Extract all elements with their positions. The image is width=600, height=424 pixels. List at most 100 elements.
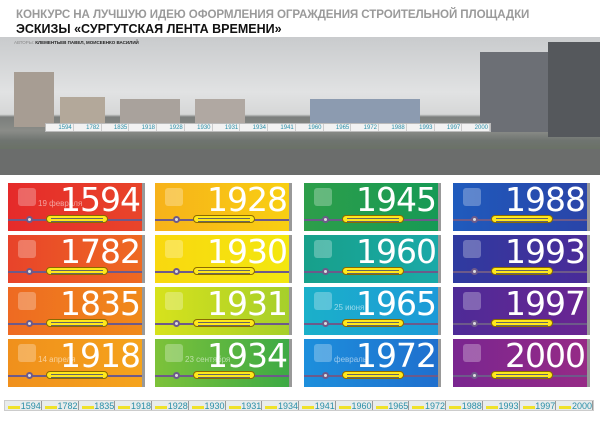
caption-mark [485,406,498,409]
fence-segment-1934: 1934 [240,124,268,131]
fence-segment-2000: 2000 [462,124,490,131]
timeline-dot [471,268,478,275]
caption-mark [191,406,204,409]
illustration-icon [165,240,183,258]
timeline-dot [173,216,180,223]
strip-segment-1997: 1997 [520,401,557,410]
competition-title: КОНКУРС НА ЛУЧШУЮ ИДЕЮ ОФОРМЛЕНИЯ ОГРАЖД… [16,8,530,21]
panel-year: 1993 [505,235,586,271]
authors: АВТОРЫ: КЛЕМЕНТЬЕВ ПАВЕЛ, МОИСЕЕНКО ВАСИ… [14,40,139,45]
panel-1782: 1782 [8,235,145,283]
illustration-icon [463,240,481,258]
caption-box [46,371,108,379]
panel-year: 1934 [207,339,288,375]
caption-box [491,215,553,223]
caption-mark [44,406,57,409]
caption-mark [449,406,461,409]
strip-segment-1960: 1960 [336,401,373,410]
fence-segment-1993: 1993 [406,124,435,131]
panel-year: 1965 [356,287,437,323]
caption-box [193,215,255,223]
panel-year: 1997 [505,287,586,323]
strip-segment-1993: 1993 [483,401,520,410]
caption-box [193,267,255,275]
illustration-icon [314,240,332,258]
panel-date: 19 февраля [38,199,83,208]
illustration-icon [18,292,36,310]
timeline-dot [322,372,329,379]
panel-1997: 1997 [453,287,590,335]
caption-mark [155,406,167,409]
timeline-strip: 1594 1782 1835 1918 1928 1930 1931 1934 1941 1960… [4,400,594,411]
road [0,149,600,175]
caption-mark [375,406,388,409]
panel-year: 1918 [60,339,141,375]
fence-preview: 1594 1782 1835 1918 1928 1930 1931 1934 1941 1960… [45,123,491,132]
panel-year: 1931 [207,287,288,323]
panel-1972: февраль 1972 [304,339,441,387]
illustration-icon [165,188,183,206]
panel-1835: 1835 [8,287,145,335]
timeline-dot [322,268,329,275]
caption-box [491,319,553,327]
strip-segment-1782: 1782 [42,401,79,410]
caption-box [491,371,553,379]
illustration-icon [463,188,481,206]
panel-1594: 19 февраля 1594 [8,183,145,231]
site-photo: 1594 1782 1835 1918 1928 1930 1931 1934 1941 1960… [0,37,600,175]
panel-1988: 1988 [453,183,590,231]
caption-box [491,267,553,275]
panel-year: 1988 [505,183,586,219]
caption-box [342,267,404,275]
caption-box [342,215,404,223]
fence-segment-1835: 1835 [101,124,130,131]
panel-date: 23 сентября [185,355,231,364]
caption-mark [338,406,351,409]
illustration-icon [463,344,481,362]
panel-year: 2000 [505,339,586,375]
timeline-dot [26,372,33,379]
panel-year: 1594 [60,183,141,219]
caption-box [193,319,255,327]
fence-segment-1965: 1965 [323,124,352,131]
panel-1918: 14 апреля 1918 [8,339,145,387]
timeline-dot [173,372,180,379]
strip-segment-1934: 1934 [262,401,299,410]
illustration-icon [165,292,183,310]
strip-segment-1928: 1928 [152,401,189,410]
caption-box [193,371,255,379]
timeline-dot [26,268,33,275]
timeline-dot [26,320,33,327]
fence-segment-1931: 1931 [212,124,241,131]
panel-1931: 1931 [155,287,292,335]
fence-segment-1988: 1988 [379,124,407,131]
panel-2000: 2000 [453,339,590,387]
panel-year: 1945 [356,183,437,219]
strip-segment-2000: 2000 [556,401,593,410]
panel-year: 1972 [356,339,437,375]
timeline-dot [471,372,478,379]
panel-1965: 25 июня 1965 [304,287,441,335]
strip-segment-1988: 1988 [446,401,483,410]
caption-mark [522,406,535,409]
panel-grid: 19 февраля 1594 1782 1835 14 апреля 1918… [0,180,600,390]
illustration-icon [18,188,36,206]
illustration-icon [314,344,332,362]
fence-segment-1594: 1594 [46,124,74,131]
illustration-icon [18,240,36,258]
strip-segment-1594: 1594 [5,401,42,410]
strip-segment-1931: 1931 [226,401,263,410]
panel-date: 14 апреля [38,355,76,364]
caption-box [46,267,108,275]
panel-year: 1835 [60,287,141,323]
timeline-dot [322,320,329,327]
panel-year: 1960 [356,235,437,271]
illustration-icon [18,344,36,362]
illustration-icon [314,188,332,206]
strip-segment-1972: 1972 [409,401,446,410]
caption-mark [118,406,131,409]
caption-mark [228,406,241,409]
panel-date: 25 июня [334,303,365,312]
timeline-dot [322,216,329,223]
panel-year: 1782 [60,235,141,271]
